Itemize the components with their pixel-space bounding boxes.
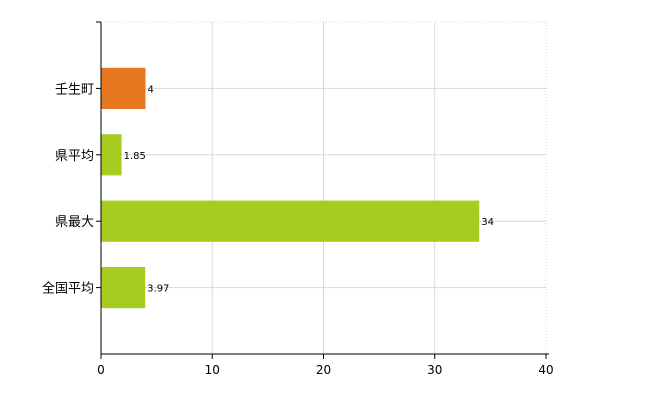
category-label: 県最大: [55, 215, 94, 230]
bars: [101, 67, 480, 309]
labels: 0 10 20 30 40 壬生町 4 県平均 1.85 県最大 34 全国平均 3.97: [42, 82, 554, 377]
data-label: 34: [481, 217, 494, 228]
category-label: 県平均: [55, 149, 94, 164]
category-label: 全国平均: [42, 281, 94, 297]
bar: [101, 200, 480, 242]
data-label: 1.85: [124, 151, 146, 162]
category-label: 壬生町: [55, 82, 94, 97]
bar: [101, 134, 122, 176]
x-tick-label: 0: [97, 363, 105, 377]
data-label: 4: [148, 84, 154, 95]
x-tick-label: 30: [427, 363, 442, 377]
axes: [96, 21, 549, 359]
bar: [101, 67, 146, 109]
x-tick-label: 10: [205, 363, 220, 377]
x-tick-label: 40: [538, 363, 553, 377]
x-tick-label: 20: [316, 363, 331, 377]
data-label: 3.97: [147, 284, 169, 295]
bar: [101, 267, 146, 309]
grid-lines: [101, 21, 547, 354]
